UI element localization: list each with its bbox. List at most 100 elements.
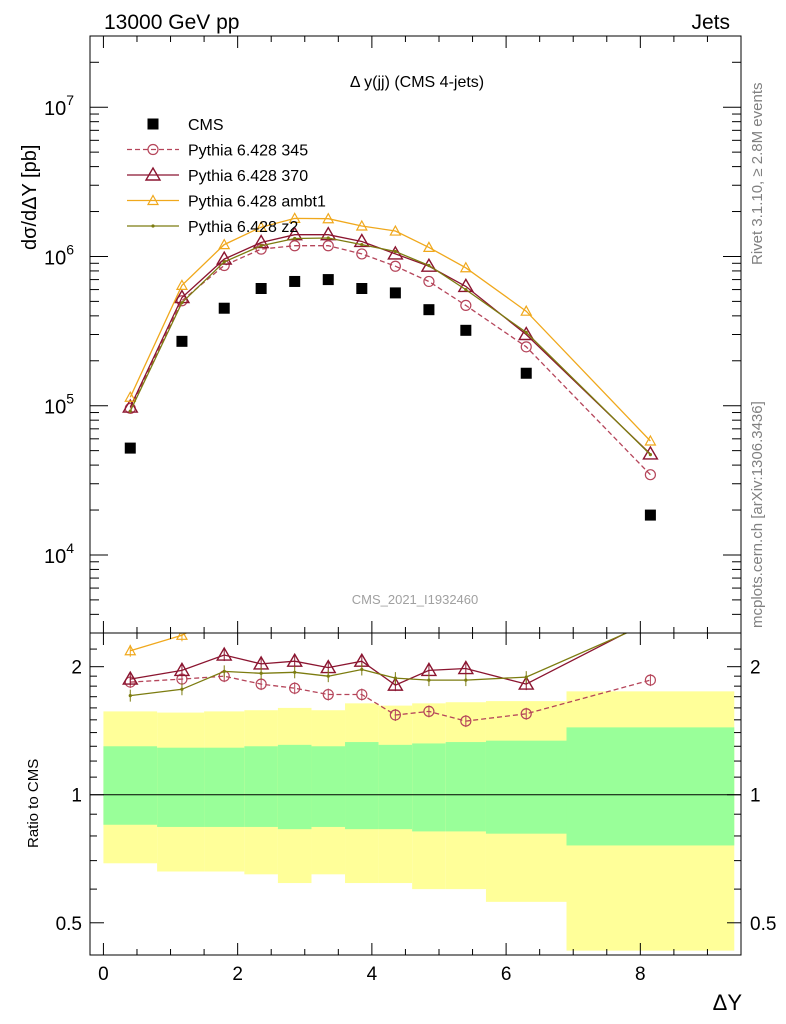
data-point-1 <box>460 299 472 311</box>
data-point-3 <box>355 219 368 231</box>
data-point-3 <box>255 220 268 232</box>
data-point-3 <box>520 304 533 316</box>
legend-label: Pythia 6.428 370 <box>188 168 308 185</box>
data-point-0 <box>644 509 656 521</box>
series-line-2 <box>129 234 651 455</box>
ratio-inner-band-bin <box>103 746 158 825</box>
ratio-tick-label-left: 1 <box>71 786 82 807</box>
ratio-point <box>423 705 435 718</box>
ratio-point <box>323 616 333 625</box>
data-point-3 <box>288 212 301 223</box>
data-point-0 <box>124 442 136 454</box>
legend-marker <box>146 194 160 206</box>
ratio-point <box>289 682 301 694</box>
data-point-0 <box>423 304 435 316</box>
ratio-inner-band-bin <box>412 743 446 832</box>
data-point-3 <box>459 261 472 273</box>
ratio-point <box>356 688 368 701</box>
data-point-3 <box>322 212 335 224</box>
ratio-tick-label-left: 0.5 <box>56 914 82 935</box>
data-point-2 <box>642 445 659 460</box>
data-point-0 <box>218 302 230 314</box>
ratio-point <box>524 675 528 679</box>
ratio-point <box>259 671 263 675</box>
data-point-0 <box>176 335 188 347</box>
data-point-1 <box>389 260 401 272</box>
ratio-point <box>389 709 401 721</box>
ratio-tick-label-right: 1 <box>750 786 761 807</box>
ratio-point <box>219 608 229 617</box>
data-point-1 <box>255 243 267 255</box>
ratio-point <box>128 694 132 698</box>
data-point-4 <box>222 260 226 264</box>
data-point-4 <box>464 287 468 292</box>
ratio-inner-band-bin <box>566 727 735 846</box>
ratio-point <box>322 688 334 701</box>
data-point-4 <box>360 243 364 247</box>
side-mcplots-label: mcplots.cern.ch [arXiv:1306.3436] <box>749 401 766 628</box>
ratio-point <box>645 578 655 587</box>
legend-marker <box>147 118 159 130</box>
y-tick-label: 104 <box>44 540 74 568</box>
ratio-inner-band-bin <box>204 747 245 827</box>
data-point-4 <box>293 236 297 241</box>
ratio-inner-band-bin <box>445 742 486 832</box>
data-point-0 <box>322 274 334 286</box>
y-tick-label: 105 <box>44 391 74 419</box>
ratio-point <box>357 612 367 621</box>
ratio-point <box>457 660 475 675</box>
ratio-inner-band-bin <box>244 746 278 827</box>
ratio-y-axis-label: Ratio to CMS <box>25 759 42 848</box>
ratio-point <box>644 674 656 686</box>
data-point-3 <box>218 238 231 250</box>
legend-marker <box>151 224 155 228</box>
data-point-0 <box>356 282 368 294</box>
x-tick-label: 0 <box>98 964 109 985</box>
ratio-inner-band-bin <box>345 742 379 830</box>
ratio-point <box>286 652 303 667</box>
x-tick-label: 4 <box>367 964 378 985</box>
ratio-point <box>390 613 400 622</box>
ratio-point <box>424 613 434 622</box>
data-point-3 <box>124 390 137 402</box>
data-point-2 <box>216 250 233 265</box>
data-point-2 <box>353 233 371 248</box>
ratio-inner-band-bin <box>311 746 346 827</box>
header-right: Jets <box>691 11 730 34</box>
series-line-4 <box>129 237 651 456</box>
legend-marker <box>144 166 162 181</box>
ratio-point <box>216 646 233 661</box>
data-point-0 <box>460 324 472 336</box>
ratio-point <box>427 678 431 682</box>
ratio-tick-label-right: 0.5 <box>750 914 776 935</box>
data-point-4 <box>180 301 184 305</box>
ratio-point <box>290 610 300 619</box>
ratio-inner-band-bin <box>378 744 413 830</box>
header-left: 13000 GeV pp <box>104 11 239 34</box>
data-point-1 <box>644 469 656 481</box>
ratio-point <box>520 708 532 720</box>
y-tick-label: 107 <box>44 92 74 120</box>
data-point-1 <box>176 295 188 307</box>
ratio-line <box>130 675 651 722</box>
data-point-1 <box>322 240 334 252</box>
ratio-point <box>180 687 184 691</box>
legend-label: Pythia 6.428 345 <box>188 143 308 160</box>
data-point-1 <box>520 341 532 353</box>
ratio-inner-band-bin <box>157 747 205 827</box>
data-point-3 <box>389 224 402 236</box>
data-point-4 <box>427 263 431 268</box>
ratio-point <box>222 669 226 673</box>
y-axis-label: dσ/dΔY [pb] <box>19 145 41 250</box>
ratio-tick-label-right: 2 <box>750 658 761 679</box>
ratio-point <box>122 670 139 685</box>
data-point-4 <box>128 409 132 413</box>
data-point-4 <box>524 330 528 334</box>
series-line-3 <box>129 217 651 442</box>
data-point-0 <box>255 282 267 294</box>
data-point-1 <box>423 275 435 288</box>
data-point-1 <box>289 240 301 252</box>
data-point-2 <box>457 278 475 293</box>
data-point-2 <box>420 257 438 272</box>
data-point-3 <box>644 434 657 446</box>
